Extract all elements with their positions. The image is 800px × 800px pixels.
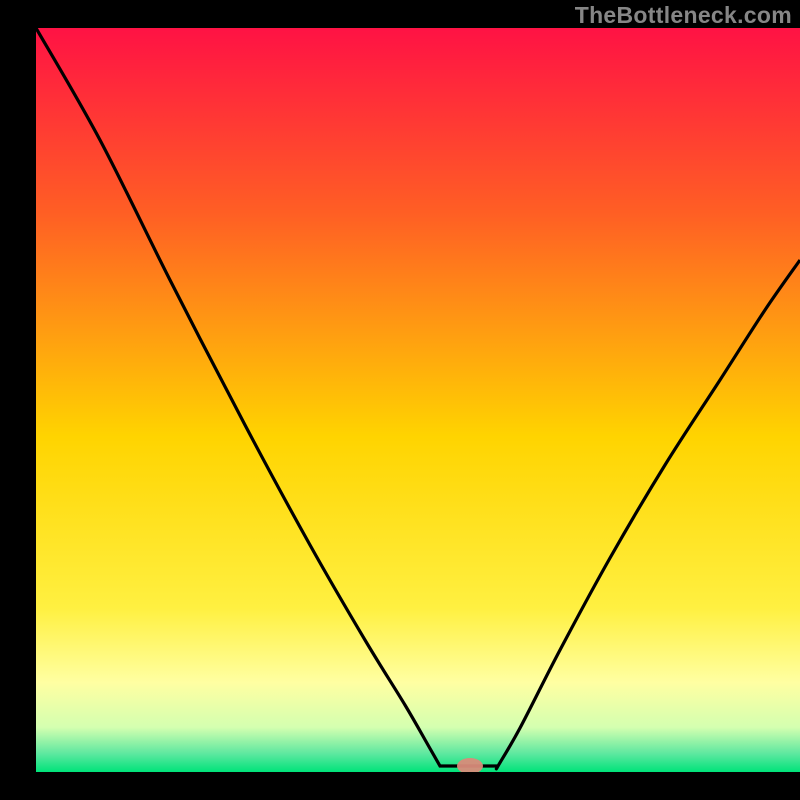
- watermark-text: TheBottleneck.com: [575, 2, 792, 29]
- gradient-background: [36, 28, 800, 772]
- optimum-marker: [457, 758, 483, 774]
- chart-svg: [0, 0, 800, 800]
- chart-canvas: { "watermark": { "text": "TheBottleneck.…: [0, 0, 800, 800]
